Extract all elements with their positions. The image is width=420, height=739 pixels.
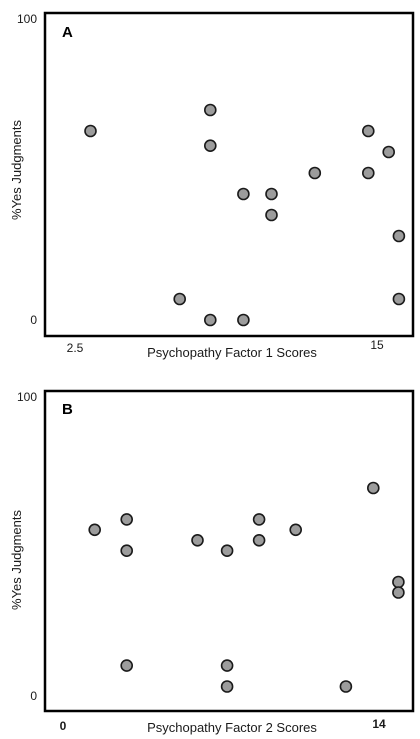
panel-b-data-point [88,523,101,537]
panel-a-x-axis-label: Psychopathy Factor 1 Scores [147,345,317,360]
panel-b-data-point [252,513,266,526]
panel-b-ytick-max: 100 [17,390,37,404]
panel-a-data-point [308,166,322,180]
panel-b-data-point [339,680,353,693]
panel-b-data-point [392,586,405,599]
panel-a-points [84,103,406,327]
panel-a-data-point [265,187,278,201]
panel-b-data-point [120,544,133,558]
panel-b-data-point [220,680,234,693]
panel-a-xtick-min: 2.5 [67,341,84,355]
panel-a-data-point [237,313,250,327]
panel-a-data-point [204,103,217,117]
panel-a-data-point [204,139,217,152]
panel-b-y-axis-label: %Yes Judgments [9,510,24,610]
panel-a-data-point [84,124,97,138]
panel-a-data-point [361,166,375,180]
panel-a-xtick-max: 15 [370,338,384,352]
panel-b-label: B [62,401,73,418]
panel-b-points [88,481,405,693]
panel-b-data-point [220,659,234,672]
panel-b-data-point [120,513,133,526]
panel-a-ytick-max: 100 [17,12,37,26]
panel-b-data-point [120,659,133,672]
panel-a-data-point [392,292,406,306]
panel-a-data-point [382,145,396,159]
panel-a-data-point [361,124,375,138]
panel-b-x-axis-label: Psychopathy Factor 2 Scores [147,720,317,735]
panel-a-y-axis-label: %Yes Judgments [9,120,24,220]
panel-b-xtick-min: 0 [60,719,67,733]
panel-b-data-point [289,523,303,537]
panel-a-data-point [392,229,406,243]
panel-b-data-point [220,544,234,558]
panel-b-data-point [392,575,405,589]
panel-b-data-point [366,481,380,495]
panel-a: A 100 0 2.5 15 Psychopathy Factor 1 Scor… [9,11,415,360]
panel-b: B 100 0 0 14 Psychopathy Factor 2 Scores… [9,389,415,735]
panel-a-label: A [62,24,73,41]
panel-b-ytick-min: 0 [30,689,37,703]
panel-b-xtick-max: 14 [372,717,386,731]
panel-a-ytick-min: 0 [30,313,37,327]
panel-a-data-point [204,313,217,327]
panel-a-plot-frame [43,11,415,338]
panel-b-data-point [252,533,266,547]
panel-a-data-point [173,292,186,306]
panel-b-data-point [191,533,204,547]
panel-a-data-point [265,208,278,222]
panel-a-data-point [237,187,250,201]
